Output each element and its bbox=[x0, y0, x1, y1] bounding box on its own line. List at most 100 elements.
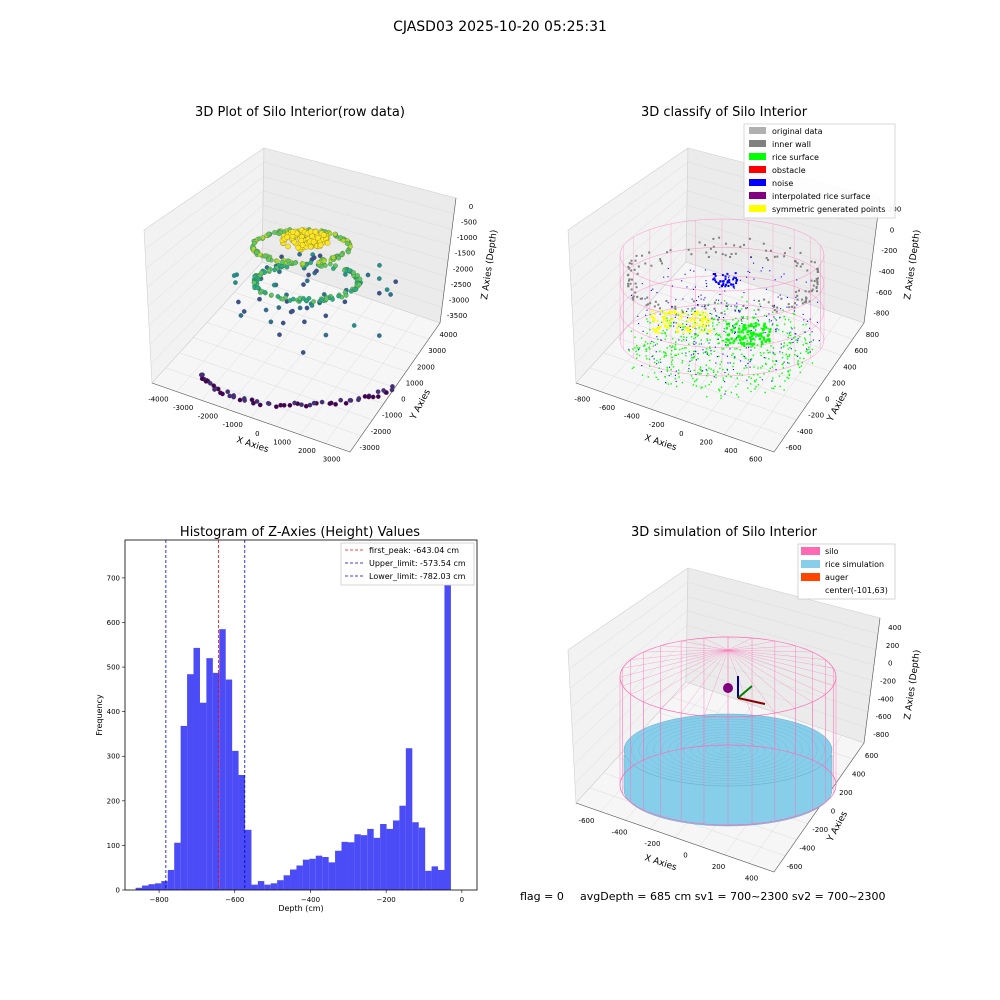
data-point bbox=[343, 400, 349, 406]
data-point bbox=[376, 276, 382, 281]
grid-line bbox=[148, 219, 263, 326]
inner-wall-point bbox=[805, 299, 807, 302]
data-point bbox=[203, 378, 209, 384]
inner-wall-point bbox=[709, 247, 712, 250]
noise-point bbox=[755, 329, 757, 331]
symmetric-point bbox=[676, 312, 679, 315]
noise-point bbox=[688, 368, 690, 370]
rice-surface-point bbox=[732, 365, 734, 368]
rice-surface-point bbox=[690, 375, 693, 377]
noise-point bbox=[695, 373, 697, 375]
noise-point bbox=[724, 372, 726, 374]
rice-surface-point bbox=[788, 334, 790, 336]
inner-wall-point bbox=[632, 298, 635, 301]
data-point bbox=[348, 244, 353, 249]
rice-surface-point bbox=[665, 382, 667, 384]
inner-wall-point bbox=[628, 278, 631, 281]
grid-line bbox=[686, 653, 869, 712]
noise-point bbox=[776, 328, 778, 330]
data-point bbox=[347, 397, 353, 403]
legend-label: auger bbox=[825, 573, 849, 582]
symmetric-point bbox=[665, 313, 668, 316]
inner-wall-point bbox=[698, 241, 701, 244]
rice-surface-point bbox=[788, 354, 791, 356]
noise-point bbox=[695, 350, 697, 352]
rice-surface-point bbox=[777, 324, 779, 327]
rice-surface-point bbox=[748, 342, 751, 345]
x-axis-line bbox=[575, 382, 775, 453]
data-point bbox=[347, 268, 353, 273]
rice-surface-point bbox=[707, 319, 710, 322]
rice-surface-point bbox=[794, 313, 796, 316]
symmetric-point bbox=[663, 311, 666, 314]
data-point bbox=[275, 294, 281, 299]
rice-surface-point bbox=[732, 352, 734, 355]
rice-surface-point bbox=[685, 320, 688, 322]
rice-surface-point bbox=[690, 310, 693, 312]
rice-surface-point bbox=[787, 336, 789, 339]
x-tick-label: -800 bbox=[574, 395, 590, 403]
rice-surface-point bbox=[670, 383, 672, 385]
symmetric-point bbox=[678, 318, 681, 321]
noise-point bbox=[727, 362, 729, 364]
rice-surface-point bbox=[738, 338, 742, 342]
rice-surface-point bbox=[692, 342, 695, 344]
noise-point bbox=[638, 323, 640, 325]
rice-surface-point bbox=[752, 345, 754, 347]
noise-point bbox=[803, 319, 805, 321]
rice-surface-point bbox=[695, 333, 697, 335]
rice-surface-point bbox=[681, 381, 683, 384]
noise-point bbox=[652, 288, 654, 290]
rice-surface-point bbox=[772, 347, 775, 349]
rice-surface-point bbox=[731, 332, 733, 334]
noise-point bbox=[694, 286, 696, 288]
flag-text: flag = 0 bbox=[520, 890, 564, 903]
y-tick-label: -200 bbox=[808, 412, 824, 420]
rice-surface-point bbox=[754, 322, 758, 325]
x-tick-label: -3000 bbox=[173, 404, 193, 412]
noise-point bbox=[776, 360, 778, 362]
rice-surface-point bbox=[675, 341, 677, 343]
rice-surface-point bbox=[744, 337, 747, 340]
inner-wall-point bbox=[791, 305, 793, 308]
rice-surface-point bbox=[781, 352, 784, 354]
rice-surface-point bbox=[717, 303, 719, 305]
rice-surface-point bbox=[683, 347, 686, 349]
histogram-bar bbox=[290, 869, 297, 890]
noise-point bbox=[758, 320, 760, 322]
rice-surface-point bbox=[803, 357, 805, 360]
rice-surface-point bbox=[693, 355, 695, 358]
rice-surface-point bbox=[731, 354, 733, 356]
data-point bbox=[343, 293, 349, 298]
rice-surface-point bbox=[767, 352, 769, 354]
obstacle-cluster-point bbox=[734, 272, 737, 275]
noise-point bbox=[780, 347, 782, 349]
rice-surface-point bbox=[693, 350, 695, 353]
data-point bbox=[251, 246, 256, 252]
data-point bbox=[376, 333, 382, 338]
data-point bbox=[299, 402, 304, 408]
rice-surface-point bbox=[714, 333, 717, 336]
rice-surface-point bbox=[799, 357, 801, 359]
histogram-bar bbox=[219, 629, 226, 890]
rice-surface-point bbox=[700, 329, 703, 331]
data-point bbox=[307, 402, 313, 408]
rice-surface-point bbox=[764, 340, 767, 343]
rice-surface-point bbox=[706, 369, 708, 372]
inner-wall-point bbox=[741, 317, 744, 320]
legend-label: Upper_limit: -573.54 cm bbox=[369, 559, 466, 568]
inner-wall-point bbox=[748, 237, 751, 240]
legend-swatch bbox=[749, 192, 766, 199]
grid-line bbox=[263, 176, 453, 230]
rice-surface-point bbox=[748, 334, 750, 336]
legend-swatch bbox=[801, 573, 820, 581]
inner-wall-point bbox=[704, 307, 707, 310]
noise-point bbox=[660, 371, 662, 373]
rice-surface-point bbox=[719, 363, 721, 366]
grid-line bbox=[686, 219, 871, 277]
data-point bbox=[302, 319, 307, 325]
y-tick-label: 600 bbox=[854, 347, 867, 355]
rice-surface-point bbox=[779, 316, 781, 318]
histogram-bar bbox=[380, 824, 387, 890]
rice-surface-point bbox=[733, 324, 736, 326]
